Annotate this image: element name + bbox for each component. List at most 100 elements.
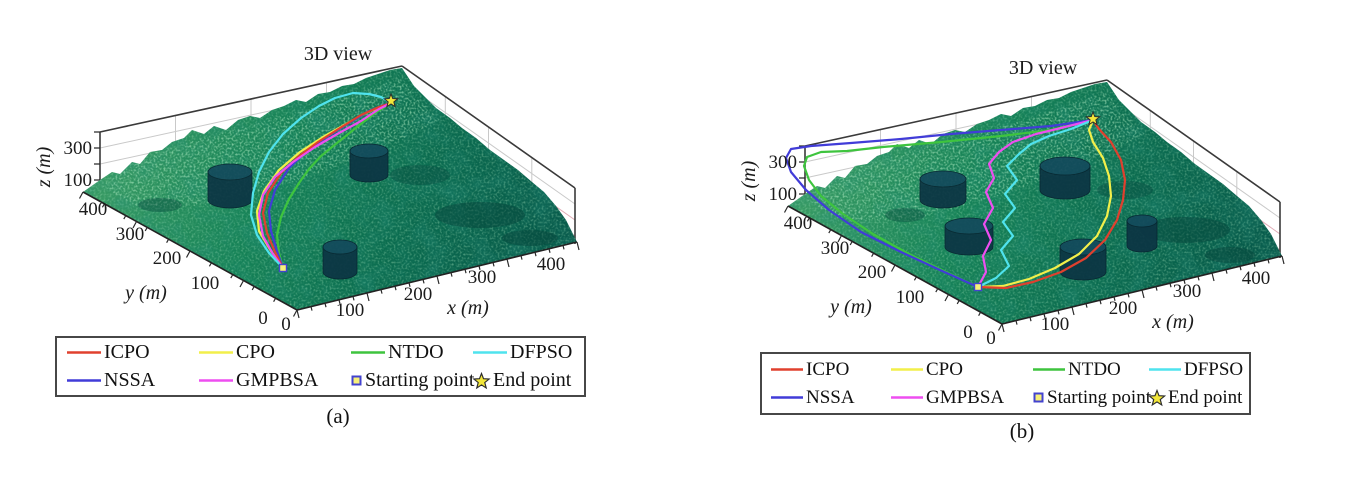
legend-label: ICPO	[104, 341, 150, 363]
panel-a-plot: 3D view z (m) 300 100 400 300 200 100 0 …	[33, 43, 580, 335]
x-tick-a: 0	[281, 314, 291, 335]
y-tick-a: 300	[116, 224, 145, 245]
trajectory-gmpbsa-b	[976, 118, 1095, 289]
legend-label: CPO	[236, 341, 275, 363]
panel-a-caption: (a)	[326, 404, 350, 428]
trajectory-ntdo-a	[275, 101, 393, 270]
legend-label: DFPSO	[510, 341, 573, 363]
legend-item-end-point: End point	[472, 369, 584, 392]
x-tick-a: 300	[468, 267, 497, 288]
dfpso-line-icon	[1149, 368, 1181, 371]
legend-label: DFPSO	[1184, 358, 1244, 380]
trajectory-gmpbsa-a	[257, 101, 393, 270]
ntdo-line-icon	[1033, 368, 1065, 371]
trajectories-b	[784, 118, 1127, 290]
icpo-line-icon	[67, 351, 101, 354]
trajectory-icpo-b	[976, 118, 1127, 290]
gmpbsa-line-icon	[891, 396, 923, 399]
y-tick-a: 0	[258, 308, 268, 329]
legend-label: GMPBSA	[236, 369, 319, 391]
y-tick-b: 100	[896, 287, 925, 308]
x-tick-b: 200	[1109, 298, 1138, 319]
legend-label: NSSA	[104, 369, 156, 391]
legend-b-row-1: ICPO CPO NTDO DFPSO	[762, 356, 1249, 384]
legend-b-row-2: NSSA GMPBSA Starting point End point	[762, 384, 1249, 412]
y-tick-a: 400	[79, 199, 108, 220]
panel-b-plot: 3D view z (m) 300 100 400 300 200 100 0 …	[738, 57, 1285, 349]
end-point-star-icon	[1148, 389, 1166, 406]
terrain-a	[83, 68, 577, 310]
legend-a: ICPO CPO NTDO DFPSO NSSA GMPBSA Starting…	[55, 336, 586, 397]
y-axis-label-a: y (m)	[123, 282, 167, 304]
legend-item-icpo: ICPO	[66, 341, 198, 364]
trajectory-ntdo-b	[802, 118, 1095, 289]
legend-b: ICPO CPO NTDO DFPSO NSSA GMPBSA Starting…	[760, 352, 1251, 415]
legend-item-nssa: NSSA	[770, 387, 890, 409]
y-tick-b: 200	[858, 262, 887, 283]
y-tick-b: 300	[821, 238, 850, 259]
y-tick-b: 0	[963, 322, 973, 343]
ntdo-line-icon	[351, 351, 385, 354]
x-tick-a: 400	[537, 254, 566, 275]
y-axis-label-b: y (m)	[828, 296, 872, 318]
starting-point-square-icon	[351, 375, 362, 386]
legend-item-gmpbsa: GMPBSA	[890, 387, 1032, 409]
legend-item-end-point: End point	[1148, 387, 1249, 409]
x-tick-b: 0	[986, 328, 996, 349]
legend-item-cpo: CPO	[198, 341, 350, 364]
legend-label: ICPO	[806, 358, 850, 380]
legend-item-starting-point: Starting point	[1032, 386, 1151, 409]
legend-label: Starting point	[365, 369, 475, 391]
y-tick-b: 400	[784, 213, 813, 234]
legend-item-gmpbsa: GMPBSA	[198, 369, 350, 392]
z-tick-a: 100	[64, 170, 93, 191]
starting-point-marker-a	[278, 263, 288, 273]
starting-point-marker-b	[973, 282, 983, 292]
z-tick-a: 300	[64, 138, 93, 159]
trajectory-nssa-b	[784, 118, 1095, 289]
plot-title-b: 3D view	[1009, 57, 1078, 79]
x-tick-b: 100	[1041, 314, 1070, 335]
icpo-line-icon	[771, 368, 803, 371]
z-tick-b: 300	[769, 152, 798, 173]
terrain-b	[788, 82, 1282, 324]
z-tick-b: 100	[769, 184, 798, 205]
legend-label: NTDO	[388, 341, 444, 363]
legend-a-row-1: ICPO CPO NTDO DFPSO	[57, 339, 584, 367]
panel-b-caption: (b)	[1009, 419, 1035, 443]
trajectory-dfpso-a	[249, 91, 393, 270]
nssa-line-icon	[67, 379, 101, 382]
x-tick-a: 200	[404, 284, 433, 305]
legend-item-ntdo: NTDO	[1032, 359, 1148, 381]
trajectory-cpo-b	[976, 118, 1113, 289]
legend-item-dfpso: DFPSO	[1148, 359, 1249, 381]
legend-label: GMPBSA	[926, 386, 1005, 408]
legend-item-icpo: ICPO	[770, 359, 890, 381]
legend-label: End point	[493, 369, 572, 391]
legend-label: End point	[1168, 386, 1243, 408]
trajectories-a	[249, 91, 393, 270]
nssa-line-icon	[771, 396, 803, 399]
legend-label: Starting point	[1047, 386, 1151, 408]
gmpbsa-line-icon	[199, 379, 233, 382]
obstacle-cylinders-a	[207, 143, 389, 280]
axis-text-a: 3D view z (m) 300 100 400 300 200 100 0 …	[33, 43, 565, 335]
legend-label: NSSA	[806, 386, 855, 408]
legend-label: NTDO	[1068, 358, 1121, 380]
plot-title-a: 3D view	[304, 43, 373, 65]
x-axis-label-b: x (m)	[1151, 311, 1194, 333]
x-axis-label-a: x (m)	[446, 297, 489, 319]
y-tick-a: 200	[153, 248, 182, 269]
cpo-line-icon	[891, 368, 923, 371]
trajectory-dfpso-b	[976, 118, 1095, 289]
legend-item-starting-point: Starting point	[350, 369, 475, 392]
legend-item-ntdo: NTDO	[350, 341, 472, 364]
x-tick-a: 100	[336, 300, 365, 321]
legend-item-nssa: NSSA	[66, 369, 198, 392]
obstacle-cylinders-b	[919, 156, 1158, 281]
y-tick-a: 100	[191, 273, 220, 294]
axis-text-b: 3D view z (m) 300 100 400 300 200 100 0 …	[738, 57, 1270, 349]
legend-item-dfpso: DFPSO	[472, 341, 584, 364]
